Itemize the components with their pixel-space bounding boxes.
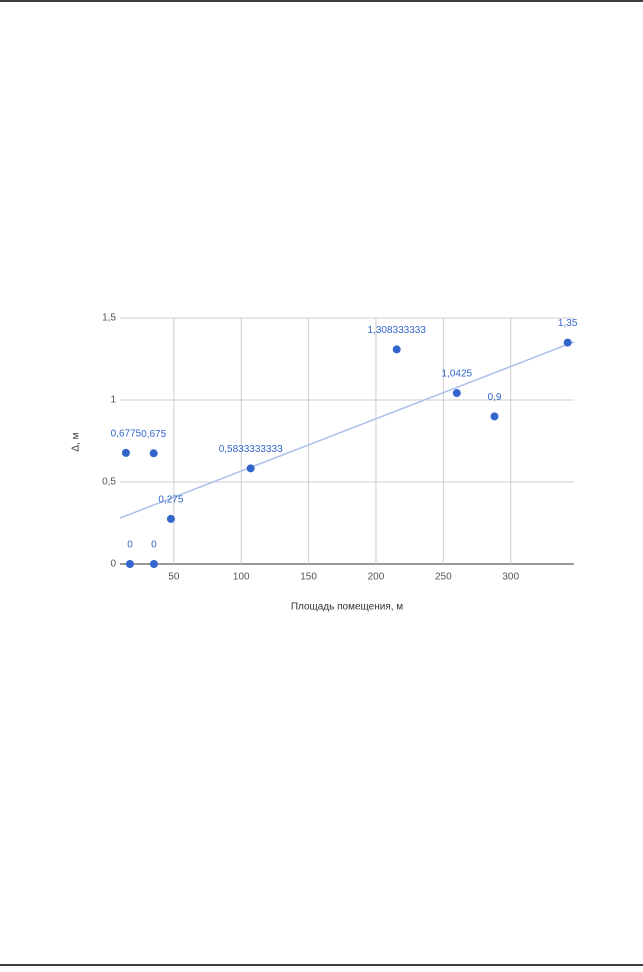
data-label: 1,308333333 [368, 325, 427, 336]
y-axis-title: Δ, м [71, 432, 82, 451]
point [490, 412, 499, 421]
point [166, 514, 175, 523]
point [125, 560, 134, 568]
data-label: 0,9 [488, 392, 502, 403]
point [149, 560, 158, 568]
x-tick-label: 50 [168, 572, 180, 583]
point [563, 338, 572, 347]
data-label: 0,5833333333 [219, 444, 283, 455]
data-label: 0,6775 [111, 429, 142, 440]
data-label: 0,275 [158, 495, 183, 506]
point [452, 389, 461, 398]
point [392, 345, 401, 354]
point [246, 464, 255, 473]
x-tick-label: 200 [368, 572, 385, 583]
data-label: 0,675 [141, 429, 166, 440]
x-tick-label: 100 [233, 572, 250, 583]
x-axis-title: Площадь помещения, м [291, 602, 403, 613]
x-tick-label: 150 [300, 572, 317, 583]
trendline [119, 341, 575, 519]
data-label: 1,35 [558, 318, 578, 329]
y-tick-label: 1,5 [102, 313, 116, 324]
point [121, 448, 130, 457]
x-tick-label: 300 [502, 572, 519, 583]
data-label: 0 [151, 540, 157, 551]
data-label: 0 [127, 540, 133, 551]
y-tick-label: 1 [110, 395, 116, 406]
y-tick-label: 0 [110, 559, 116, 570]
y-tick-label: 0,5 [102, 477, 116, 488]
x-tick-label: 250 [435, 572, 452, 583]
data-label: 1,0425 [441, 369, 472, 380]
point [149, 449, 158, 458]
